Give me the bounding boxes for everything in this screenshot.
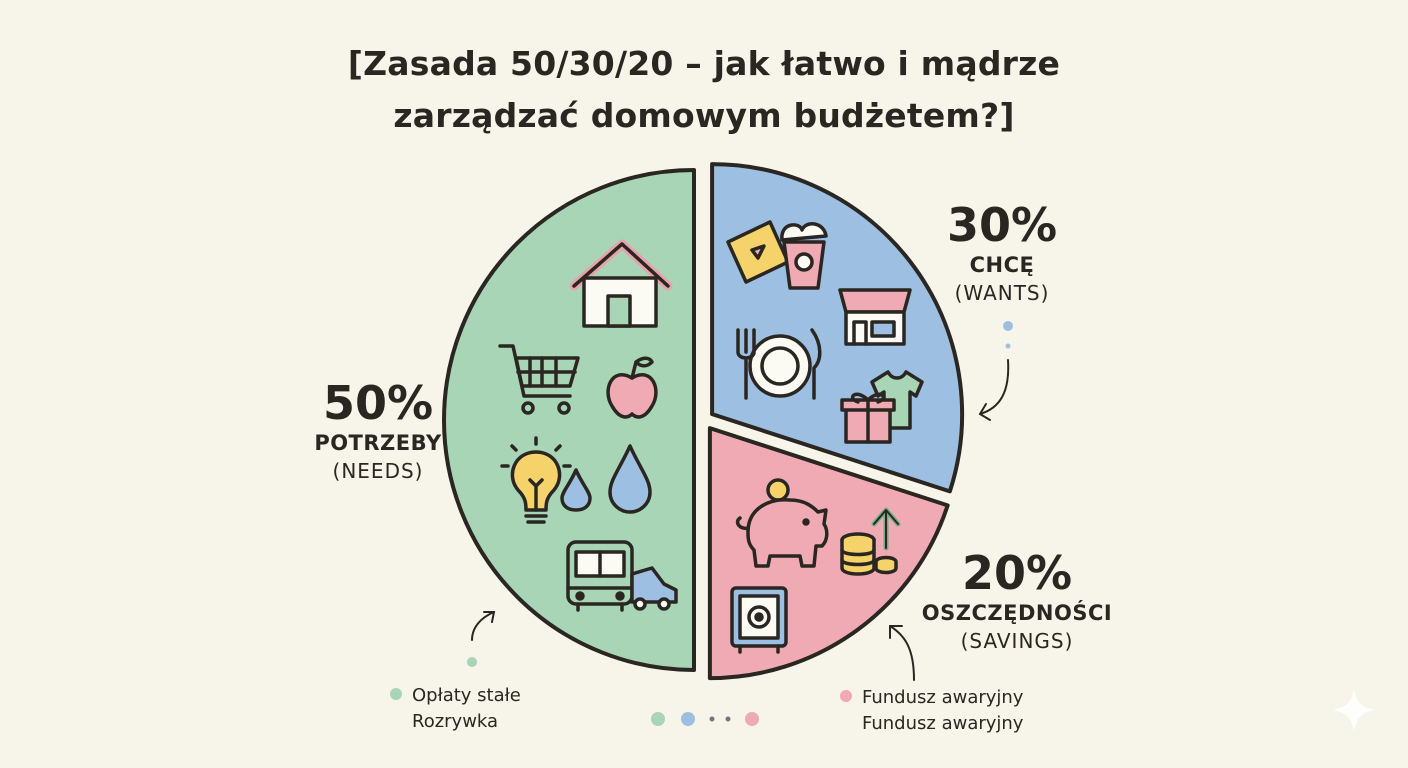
annotations	[467, 321, 1013, 681]
coin-stack-icon	[840, 532, 898, 576]
legend-right-line-2: Fundusz awaryjny	[862, 713, 1024, 734]
legend-left-line-2: Rozrywka	[412, 711, 499, 732]
safe-icon	[730, 586, 788, 654]
piggy-bank-icon	[735, 478, 829, 568]
pager-dot	[709, 716, 715, 722]
needs-sublabel: (NEEDS)	[332, 459, 424, 483]
sparkle-icon	[1332, 688, 1376, 732]
savings-sublabel: (SAVINGS)	[960, 629, 1074, 653]
wants-name: CHCĘ	[969, 253, 1035, 277]
pager-dot	[681, 712, 695, 726]
needs-percent: 50%	[322, 376, 434, 430]
title-line-1: [Zasada 50/30/20 – jak łatwo i mądrze	[347, 44, 1061, 83]
bus-icon	[566, 540, 634, 612]
pager-dot	[745, 712, 759, 726]
shopping-cart-icon	[498, 344, 580, 415]
legend-left-line-1: Opłaty stałe	[412, 685, 521, 706]
legend-left-dot	[390, 688, 402, 700]
needs-name: POTRZEBY	[314, 431, 442, 455]
pager-dot	[651, 712, 665, 726]
needs-label: 50% POTRZEBY (NEEDS)	[288, 378, 468, 484]
car-icon	[630, 566, 678, 611]
wants-arrow	[978, 359, 1010, 421]
dinner-plate-icon	[736, 328, 822, 400]
title-line-2: zarządzać domowym budżetem?]	[393, 96, 1015, 135]
wants-percent: 30%	[946, 198, 1058, 252]
savings-label: 20% OSZCZĘDNOŚCI (SAVINGS)	[912, 548, 1122, 654]
chart-title: [Zasada 50/30/20 – jak łatwo i mądrze za…	[0, 38, 1408, 142]
legend-right-line-1: Fundusz awaryjny	[862, 687, 1024, 708]
legend-left: Opłaty stałe Rozrywka	[390, 683, 521, 735]
wants-label: 30% CHCĘ (WANTS)	[912, 200, 1092, 306]
arrow-up-icon	[871, 507, 901, 551]
popcorn-icon	[780, 222, 828, 290]
savings-name: OSZCZĘDNOŚCI	[921, 601, 1113, 625]
savings-arrow	[889, 625, 915, 681]
needs-arrow	[471, 611, 496, 641]
house-icon	[569, 239, 673, 328]
lightbulb-icon	[500, 436, 572, 524]
savings-percent: 20%	[961, 546, 1073, 600]
apple-icon	[606, 356, 658, 419]
pager-dots	[651, 712, 759, 726]
wants-sublabel: (WANTS)	[954, 281, 1050, 305]
legend-right-dot	[840, 690, 852, 702]
water-drop-icon	[560, 444, 652, 514]
shop-icon	[838, 288, 912, 346]
pager-dot	[725, 716, 731, 722]
gift-icon	[840, 392, 896, 444]
legend-right: Fundusz awaryjny Fundusz awaryjny	[840, 685, 1023, 737]
